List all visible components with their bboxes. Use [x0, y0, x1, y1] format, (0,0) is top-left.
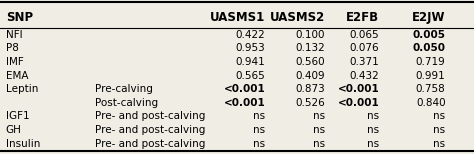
Text: 0.565: 0.565 — [236, 71, 265, 81]
Text: E2JW: E2JW — [412, 11, 446, 24]
Text: IMF: IMF — [6, 57, 23, 67]
Text: 0.371: 0.371 — [349, 57, 379, 67]
Text: Post-calving: Post-calving — [95, 98, 158, 108]
Text: 0.100: 0.100 — [295, 30, 325, 40]
Text: Pre- and post-calving: Pre- and post-calving — [95, 139, 205, 149]
Text: ns: ns — [312, 111, 325, 122]
Text: ns: ns — [433, 111, 446, 122]
Text: ns: ns — [367, 139, 379, 149]
Text: Leptin: Leptin — [6, 84, 38, 94]
Text: ns: ns — [433, 125, 446, 135]
Text: <0.001: <0.001 — [337, 98, 379, 108]
Text: 0.076: 0.076 — [350, 43, 379, 53]
Text: P8: P8 — [6, 43, 18, 53]
Text: 0.991: 0.991 — [416, 71, 446, 81]
Text: <0.001: <0.001 — [224, 98, 265, 108]
Text: E2FB: E2FB — [346, 11, 379, 24]
Text: 0.560: 0.560 — [295, 57, 325, 67]
Text: 0.758: 0.758 — [416, 84, 446, 94]
Text: 0.132: 0.132 — [295, 43, 325, 53]
Text: IGF1: IGF1 — [6, 111, 29, 122]
Text: 0.409: 0.409 — [295, 71, 325, 81]
Text: 0.840: 0.840 — [416, 98, 446, 108]
Text: UASMS1: UASMS1 — [210, 11, 265, 24]
Text: Pre- and post-calving: Pre- and post-calving — [95, 111, 205, 122]
Text: 0.432: 0.432 — [349, 71, 379, 81]
Text: ns: ns — [367, 111, 379, 122]
Text: ns: ns — [433, 139, 446, 149]
Text: <0.001: <0.001 — [337, 84, 379, 94]
Text: 0.719: 0.719 — [416, 57, 446, 67]
Text: 0.065: 0.065 — [350, 30, 379, 40]
Text: ns: ns — [367, 125, 379, 135]
Text: Pre-calving: Pre-calving — [95, 84, 153, 94]
Text: SNP: SNP — [6, 11, 33, 24]
Text: 0.526: 0.526 — [295, 98, 325, 108]
Text: EMA: EMA — [6, 71, 28, 81]
Text: ns: ns — [312, 139, 325, 149]
Text: ns: ns — [253, 125, 265, 135]
Text: 0.050: 0.050 — [412, 43, 446, 53]
Text: Insulin: Insulin — [6, 139, 40, 149]
Text: NFI: NFI — [6, 30, 22, 40]
Text: 0.941: 0.941 — [236, 57, 265, 67]
Text: 0.422: 0.422 — [236, 30, 265, 40]
Text: ns: ns — [253, 111, 265, 122]
Text: GH: GH — [6, 125, 21, 135]
Text: 0.873: 0.873 — [295, 84, 325, 94]
Text: 0.953: 0.953 — [236, 43, 265, 53]
Text: Pre- and post-calving: Pre- and post-calving — [95, 125, 205, 135]
Text: 0.005: 0.005 — [412, 30, 446, 40]
Text: UASMS2: UASMS2 — [269, 11, 325, 24]
Text: ns: ns — [253, 139, 265, 149]
Text: ns: ns — [312, 125, 325, 135]
Text: <0.001: <0.001 — [224, 84, 265, 94]
